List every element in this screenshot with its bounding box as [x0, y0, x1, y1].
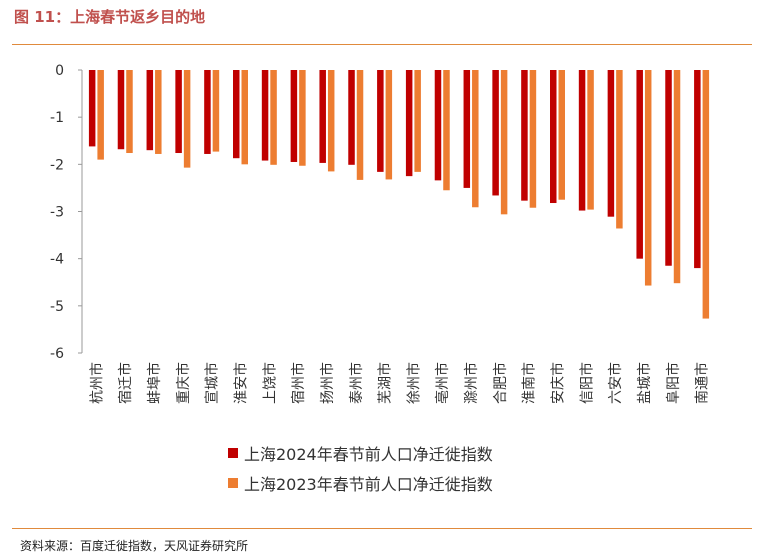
figure-title: 图 11：上海春节返乡目的地	[14, 8, 206, 26]
x-category-label: 徐州市	[405, 362, 422, 404]
x-category-label: 杭州市	[88, 362, 105, 404]
bar-2023-信阳市	[587, 70, 594, 210]
x-category-label: 六安市	[607, 362, 624, 404]
bar-2023-盐城市	[644, 70, 652, 286]
legend-swatch-2024	[228, 448, 238, 458]
bar-2023-滁州市	[472, 70, 479, 208]
bar-2023-六安市	[616, 70, 623, 229]
y-tick-label: -6	[50, 346, 64, 362]
x-category-label: 宣城市	[204, 362, 221, 404]
x-category-label: 宿迁市	[117, 362, 134, 404]
source-note: 资料来源：百度迁徙指数，天风证券研究所	[20, 539, 249, 553]
bar-2023-杭州市	[97, 70, 104, 160]
y-tick-label: -4	[50, 252, 64, 268]
bar-2023-上饶市	[270, 70, 277, 165]
x-category-label: 淮南市	[521, 362, 538, 404]
bar-2023-淮南市	[529, 70, 537, 208]
bar-2024-滁州市	[463, 70, 471, 188]
bar-2023-徐州市	[414, 70, 421, 172]
legend-item-2023: 上海2023年春节前人口净迁徙指数	[228, 468, 493, 498]
x-category-label: 南通市	[694, 362, 711, 404]
bar-2024-六安市	[607, 70, 615, 217]
x-category-label: 滁州市	[463, 362, 480, 404]
y-tick-label: -2	[50, 157, 64, 173]
bar-2023-泰州市	[356, 70, 364, 180]
legend-swatch-2023	[228, 478, 238, 488]
bar-2024-芜湖市	[377, 70, 384, 172]
x-category-label: 重庆市	[175, 362, 192, 404]
bar-2024-淮南市	[521, 70, 528, 201]
bar-2024-南通市	[694, 70, 701, 269]
legend-item-2024: 上海2024年春节前人口净迁徙指数	[228, 438, 493, 468]
x-category-label: 安庆市	[550, 362, 567, 404]
x-category-label: 扬州市	[319, 362, 336, 404]
bar-2024-徐州市	[405, 70, 413, 177]
bar-2023-芜湖市	[385, 70, 393, 180]
bar-2024-合肥市	[492, 70, 499, 196]
y-axis: 0 -1 -2 -3 -4 -5 -6	[50, 63, 83, 362]
x-category-label: 淮安市	[233, 362, 250, 404]
x-category-label: 蚌埠市	[146, 362, 163, 404]
x-category-label: 信阳市	[578, 362, 595, 404]
bar-2023-宿州市	[299, 70, 306, 166]
bar-2023-重庆市	[183, 70, 191, 168]
top-divider	[12, 44, 752, 45]
x-category-label: 上饶市	[261, 362, 278, 404]
bar-2023-安庆市	[558, 70, 565, 200]
bar-chart: 0 -1 -2 -3 -4 -5 -6 杭州市 宿迁市 蚌埠市 重庆市 宣城市 淮安市 上饶市 宿州市 扬州…	[50, 63, 711, 404]
bar-2024-泰州市	[348, 70, 355, 165]
legend-label-2024: 上海2024年春节前人口净迁徙指数	[244, 445, 493, 464]
bar-2024-宿州市	[290, 70, 298, 162]
y-tick-label: -5	[50, 299, 64, 315]
bar-2024-盐城市	[636, 70, 643, 259]
bar-2024-杭州市	[88, 70, 96, 147]
bar-2024-亳州市	[434, 70, 442, 181]
bar-2024-淮安市	[233, 70, 240, 159]
bar-2024-上饶市	[261, 70, 269, 161]
x-category-label: 宿州市	[290, 362, 307, 404]
bar-2024-蚌埠市	[146, 70, 154, 151]
bar-2023-宿迁市	[126, 70, 133, 154]
y-tick-label: -1	[50, 110, 64, 126]
y-tick-label: 0	[55, 63, 64, 79]
bar-2023-扬州市	[327, 70, 335, 172]
bar-2024-扬州市	[319, 70, 326, 163]
legend-label-2023: 上海2023年春节前人口净迁徙指数	[244, 475, 493, 494]
bar-2024-重庆市	[175, 70, 182, 154]
bar-2024-宿迁市	[117, 70, 125, 150]
x-category-label: 盐城市	[636, 362, 653, 404]
legend: 上海2024年春节前人口净迁徙指数 上海2023年春节前人口净迁徙指数	[228, 438, 493, 498]
bar-2023-宣城市	[212, 70, 220, 152]
x-category-label: 芜湖市	[377, 362, 394, 404]
bar-2023-合肥市	[500, 70, 508, 215]
x-category-label: 泰州市	[348, 362, 365, 404]
bar-2023-淮安市	[241, 70, 248, 165]
bar-2023-亳州市	[443, 70, 450, 191]
bar-2024-安庆市	[550, 70, 557, 204]
bar-2023-南通市	[702, 70, 710, 319]
bar-2024-阜阳市	[665, 70, 672, 266]
bar-2024-信阳市	[578, 70, 586, 211]
bar-2023-阜阳市	[673, 70, 681, 284]
bottom-divider	[12, 528, 752, 529]
x-category-label: 亳州市	[434, 362, 451, 404]
bar-2023-蚌埠市	[155, 70, 162, 154]
x-category-label: 合肥市	[492, 362, 509, 404]
bar-2024-宣城市	[204, 70, 211, 154]
bars	[88, 70, 710, 319]
x-category-label: 阜阳市	[665, 362, 682, 404]
y-tick-label: -3	[50, 205, 64, 221]
x-axis-labels: 杭州市 宿迁市 蚌埠市 重庆市 宣城市 淮安市 上饶市 宿州市 扬州市 泰州市 芜湖市 徐州市 亳州市滁…	[88, 362, 710, 404]
